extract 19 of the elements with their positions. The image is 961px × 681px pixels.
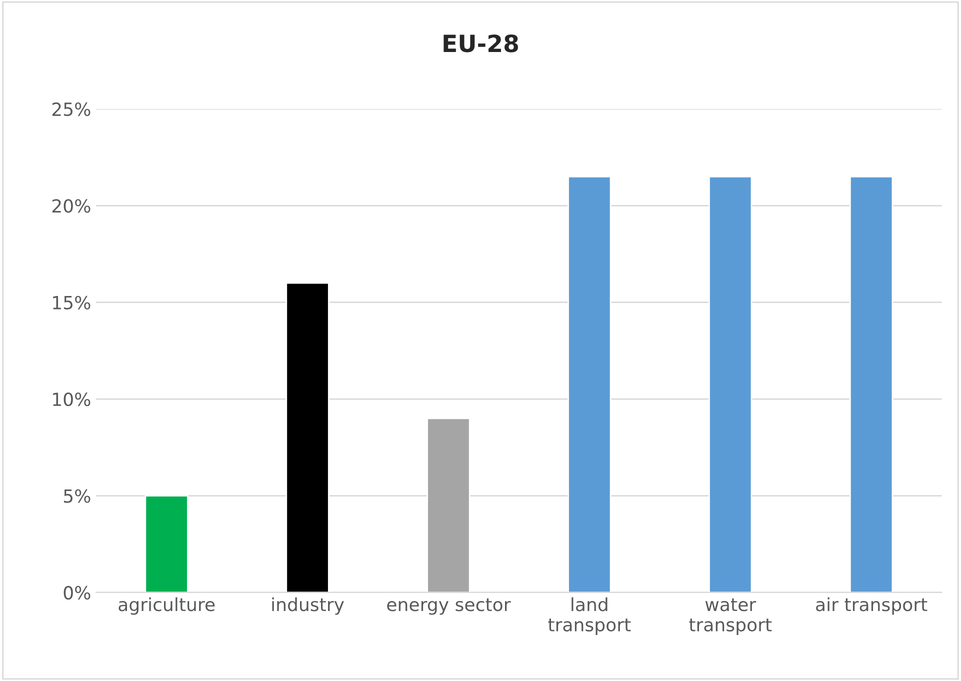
y-tick-label: 10%: [53, 392, 90, 406]
x-tick-label: agriculture: [118, 597, 215, 615]
y-tick-label: 20%: [52, 199, 90, 213]
bar: [144, 495, 188, 592]
y-tick-label: 15%: [53, 296, 90, 310]
x-tick-label: air transport: [816, 597, 928, 615]
x-tick-label: water transport: [689, 598, 772, 636]
bar: [849, 176, 894, 592]
chart-title: EU-28: [444, 34, 518, 52]
y-tick-label: 5%: [64, 489, 90, 503]
bar: [708, 176, 752, 592]
y-tick-label: 0%: [64, 586, 90, 600]
bar: [426, 418, 470, 592]
x-tick-label: land transport: [548, 597, 631, 636]
y-tick-label: 25%: [52, 102, 90, 116]
bar: [568, 176, 612, 592]
x-tick-label: energy sector: [387, 598, 511, 615]
x-tick-label: industry: [272, 597, 344, 615]
bar: [286, 282, 330, 592]
